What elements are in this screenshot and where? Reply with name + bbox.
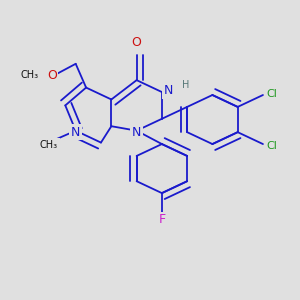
Text: H: H [182,80,190,90]
Text: Cl: Cl [266,140,278,151]
Text: N: N [164,84,173,97]
Text: F: F [158,213,166,226]
Text: CH₃: CH₃ [40,140,58,150]
Text: O: O [132,36,142,49]
Text: N: N [71,126,80,139]
Text: CH₃: CH₃ [21,70,39,80]
Text: O: O [47,69,57,82]
Text: N: N [132,126,141,139]
Text: Cl: Cl [266,88,278,98]
